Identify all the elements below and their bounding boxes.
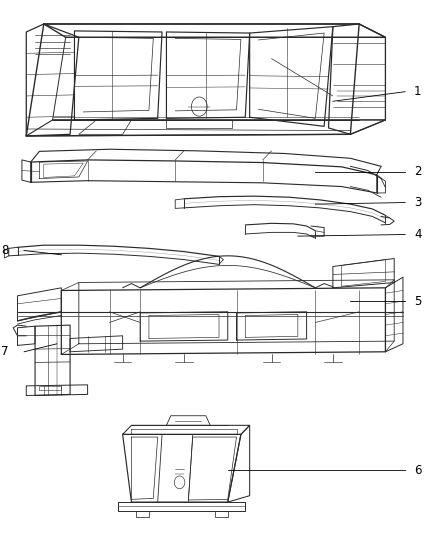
Text: 5: 5 — [414, 295, 421, 308]
Text: 2: 2 — [414, 165, 421, 178]
Text: 8: 8 — [1, 244, 9, 257]
Text: 1: 1 — [414, 85, 421, 98]
Text: 4: 4 — [414, 228, 421, 241]
Text: 7: 7 — [1, 345, 9, 358]
Text: 3: 3 — [414, 196, 421, 209]
Text: 6: 6 — [414, 464, 421, 477]
